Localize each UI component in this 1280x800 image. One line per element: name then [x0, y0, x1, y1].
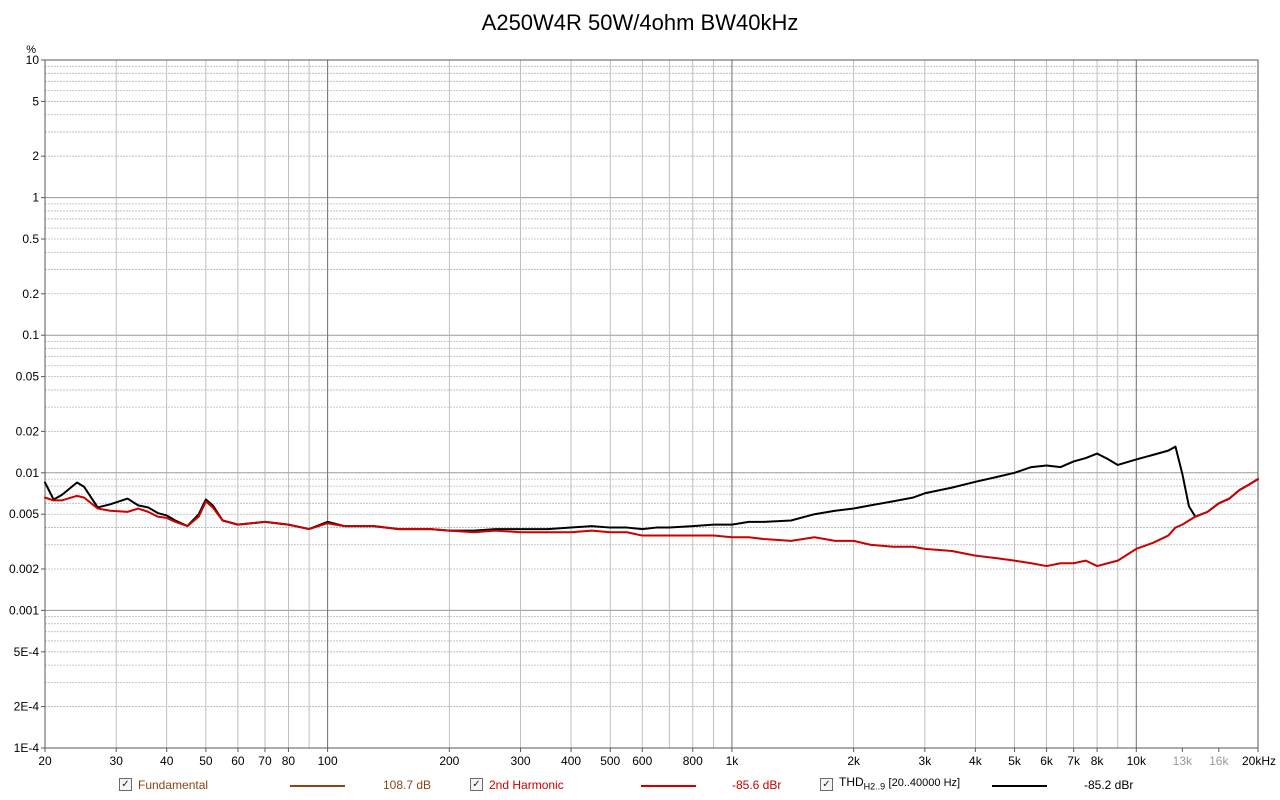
y-tick-label: 0.2 [22, 287, 39, 301]
y-tick-label: 1E-4 [14, 741, 40, 755]
plot-area [45, 60, 1258, 748]
y-tick-label: 0.01 [16, 466, 40, 480]
legend-value-second-harmonic: -85.6 dBr [732, 778, 782, 792]
x-tick-label: 16k [1209, 754, 1229, 768]
x-tick-label: 6k [1040, 754, 1054, 768]
x-tick-label: 3k [919, 754, 933, 768]
y-tick-label: 1 [32, 191, 39, 205]
chart-title: A250W4R 50W/4ohm BW40kHz [481, 10, 799, 35]
y-tick-label: 0.005 [9, 507, 39, 521]
thd-checkbox[interactable]: ✓ [820, 778, 833, 791]
y-tick-label: 0.02 [16, 424, 40, 438]
x-tick-label: 20 [38, 754, 52, 768]
y-tick-label: 10 [26, 53, 40, 67]
legend-line-thd [992, 785, 1047, 787]
y-tick-label: 5 [32, 94, 39, 108]
x-tick-label: 40 [160, 754, 174, 768]
x-tick-label: 400 [561, 754, 581, 768]
y-tick-label: 5E-4 [14, 645, 40, 659]
legend-label-second-harmonic: 2nd Harmonic [489, 778, 564, 792]
legend-label-thd-range: [20..40000 Hz] [888, 777, 961, 789]
legend-value-fundamental: 108.7 dB [383, 778, 432, 792]
y-axis-label: % [26, 44, 36, 56]
y-tick-label: 0.05 [16, 370, 40, 384]
x-tick-label: 7k [1067, 754, 1081, 768]
legend-label-thd: THDH2..9 [20..40000 Hz] [839, 775, 960, 791]
second-harmonic-checkbox[interactable]: ✓ [470, 778, 483, 791]
x-tick-label: 1k [726, 754, 740, 768]
plot-frame [44, 59, 1259, 749]
x-tick-label: 30 [110, 754, 124, 768]
y-tick-label: 0.5 [22, 232, 39, 246]
legend-value-thd: -85.2 dBr [1084, 778, 1134, 792]
y-tick-label: 0.001 [9, 603, 39, 617]
x-tick-label: 200 [439, 754, 459, 768]
fundamental-checkbox[interactable]: ✓ [119, 778, 132, 791]
x-tick-label: 2k [847, 754, 861, 768]
y-tick-label: 0.002 [9, 562, 39, 576]
y-tick-label: 2E-4 [14, 700, 40, 714]
x-tick-label: 60 [231, 754, 245, 768]
y-tick-label: 2 [32, 149, 39, 163]
x-tick-label: 500 [600, 754, 620, 768]
legend-line-fundamental [290, 785, 345, 787]
x-tick-label: 4k [969, 754, 983, 768]
x-tick-label: 300 [511, 754, 531, 768]
x-tick-label: 13k [1173, 754, 1193, 768]
legend-label-thd-sub: H2..9 [863, 781, 886, 792]
legend-line-second-harmonic [641, 785, 696, 787]
legend-label-thd-main: THD [839, 775, 864, 789]
x-tick-label: 70 [258, 754, 272, 768]
x-tick-label: 80 [282, 754, 296, 768]
x-tick-label: 10k [1127, 754, 1147, 768]
y-tick-label: 0.1 [22, 328, 39, 342]
x-tick-label: 50 [199, 754, 213, 768]
x-tick-label: 100 [318, 754, 338, 768]
x-tick-label: 5k [1008, 754, 1022, 768]
legend-label-fundamental: Fundamental [138, 778, 209, 792]
series-line-2nd-harmonic [44, 478, 1259, 568]
x-tick-label: 8k [1091, 754, 1105, 768]
x-tick-label: 600 [632, 754, 652, 768]
x-tick-label: 800 [683, 754, 703, 768]
x-tick-label: 20kHz [1242, 754, 1276, 768]
